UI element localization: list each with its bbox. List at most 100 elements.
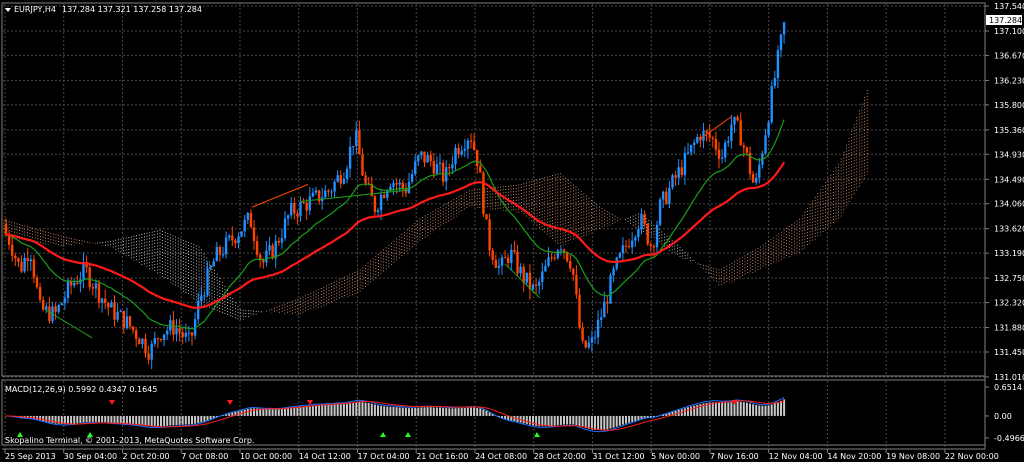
macd-bar — [423, 407, 426, 416]
macd-bar — [668, 412, 671, 416]
macd-bar — [373, 404, 376, 416]
macd-bar — [497, 415, 500, 418]
macd-bar — [181, 415, 184, 425]
macd-bar — [482, 409, 485, 416]
chart-grid — [3, 4, 984, 448]
time-tick-label: 19 Nov 08:00 — [886, 452, 940, 461]
trendline[interactable] — [699, 115, 733, 140]
macd-bar — [547, 415, 550, 427]
candle-body — [547, 257, 550, 266]
macd-bar — [783, 399, 786, 416]
macd-bar — [253, 408, 255, 416]
candle-body — [693, 142, 696, 146]
candle-body — [624, 245, 628, 247]
candle-body — [299, 202, 302, 217]
candle-body — [742, 145, 745, 148]
candle-body — [200, 295, 203, 302]
candle-body — [159, 339, 163, 341]
candle-body — [631, 240, 634, 248]
candle-body — [141, 338, 144, 345]
candle-body — [414, 161, 417, 175]
candle-body — [389, 186, 392, 191]
candle-body — [190, 332, 194, 336]
price-axis[interactable]: 137.540 137.100 136.670 136.230 135.800 135.3… — [985, 2, 1024, 382]
macd-bar — [628, 415, 631, 423]
candle-body — [711, 137, 714, 139]
macd-bar — [206, 415, 209, 421]
macd-bar — [355, 402, 358, 416]
macd-arrow-icon — [17, 432, 23, 437]
trendline[interactable] — [504, 263, 541, 299]
trendline[interactable] — [44, 308, 93, 339]
macd-bar — [466, 407, 469, 416]
candle-body — [426, 155, 429, 163]
candle-body — [559, 249, 563, 251]
macd-bar — [454, 408, 457, 416]
macd-bar — [476, 407, 479, 416]
candle-body — [755, 177, 758, 183]
candle-body — [479, 166, 482, 173]
candle-body — [776, 50, 780, 79]
candle-body — [739, 120, 742, 146]
candle-body — [42, 299, 45, 310]
macd-bar — [277, 409, 280, 416]
symbol-dropdown-icon[interactable] — [5, 8, 11, 12]
candle-body — [249, 213, 253, 228]
macd-bar — [256, 408, 259, 416]
macd-bar — [194, 415, 197, 424]
time-axis[interactable]: 25 Sep 2013 30 Sep 04:00 2 Oct 20:00 7 Oct … — [4, 449, 999, 461]
time-tick-label: 2 Oct 20:00 — [122, 452, 169, 461]
time-tick-label: 21 Oct 16:00 — [416, 452, 468, 461]
macd-bar — [274, 409, 277, 416]
candle-body — [460, 150, 463, 155]
ma-fast-line — [5, 119, 785, 330]
candle-body — [187, 332, 191, 334]
candle-body — [482, 172, 485, 215]
macd-bar — [330, 404, 333, 416]
candle-body — [637, 229, 640, 238]
macd-bar — [473, 407, 476, 416]
trendline[interactable] — [299, 189, 409, 202]
candle-body — [172, 320, 175, 335]
candle-body — [779, 34, 783, 51]
candle-body — [271, 245, 274, 259]
trendline[interactable] — [251, 183, 309, 208]
candle-body — [11, 244, 14, 256]
macd-bar — [336, 404, 339, 416]
macd-bar — [612, 415, 615, 428]
time-tick-label: 7 Oct 08:00 — [181, 452, 228, 461]
macd-bar — [380, 405, 383, 416]
price-tick-label: 136.230 — [994, 76, 1024, 85]
candle-body — [572, 268, 575, 275]
price-tick-label: 135.800 — [994, 101, 1024, 110]
macd-bar — [575, 415, 578, 425]
time-tick-label: 12 Nov 04:00 — [769, 452, 823, 461]
candle-body — [203, 295, 206, 297]
macd-bar — [153, 415, 156, 427]
macd-bar — [411, 408, 414, 416]
macd-bar — [82, 415, 85, 423]
candle-body — [240, 231, 243, 237]
candle-body — [683, 152, 687, 175]
candle-body — [621, 245, 625, 254]
candle-body — [516, 251, 519, 274]
macd-bar — [160, 415, 162, 427]
time-tick-label: 10 Oct 00:00 — [240, 452, 292, 461]
candle-body — [147, 353, 150, 360]
candle-body — [283, 218, 287, 238]
candle-body — [652, 246, 656, 248]
macd-bar — [132, 415, 135, 425]
candle-body — [17, 258, 20, 262]
macd-bar — [262, 409, 265, 416]
time-tick-label: 14 Nov 20:00 — [827, 452, 881, 461]
candle-body — [531, 284, 535, 290]
macd-bar — [293, 407, 296, 416]
candle-body — [113, 302, 116, 320]
macd-bar — [107, 415, 110, 423]
candle-body — [107, 302, 110, 308]
candle-body — [386, 190, 389, 198]
macd-bar — [187, 415, 190, 425]
macd-bar — [767, 405, 770, 416]
candle-body — [448, 167, 451, 169]
